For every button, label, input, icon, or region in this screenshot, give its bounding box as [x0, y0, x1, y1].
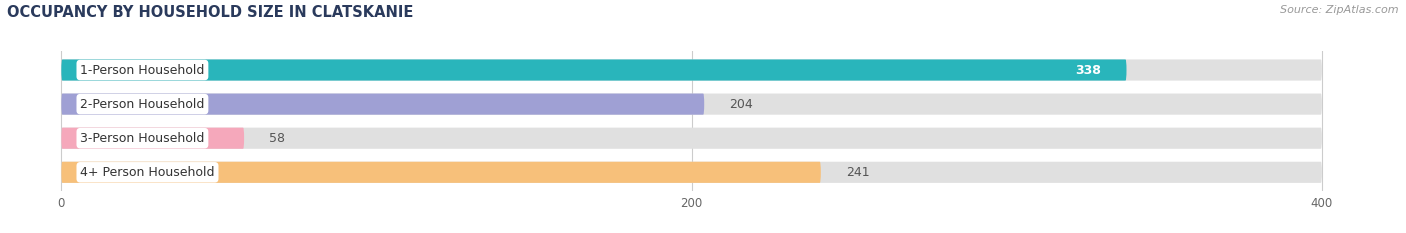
Text: OCCUPANCY BY HOUSEHOLD SIZE IN CLATSKANIE: OCCUPANCY BY HOUSEHOLD SIZE IN CLATSKANI… — [7, 5, 413, 20]
FancyBboxPatch shape — [62, 128, 245, 149]
Text: Source: ZipAtlas.com: Source: ZipAtlas.com — [1281, 5, 1399, 15]
Text: 204: 204 — [730, 98, 754, 111]
Text: 1-Person Household: 1-Person Household — [80, 64, 205, 76]
FancyBboxPatch shape — [62, 128, 1322, 149]
FancyBboxPatch shape — [62, 59, 1126, 81]
FancyBboxPatch shape — [62, 162, 1322, 183]
Text: 2-Person Household: 2-Person Household — [80, 98, 205, 111]
FancyBboxPatch shape — [62, 59, 1322, 81]
Text: 338: 338 — [1076, 64, 1101, 76]
FancyBboxPatch shape — [62, 93, 1322, 115]
FancyBboxPatch shape — [62, 162, 821, 183]
Text: 4+ Person Household: 4+ Person Household — [80, 166, 215, 179]
Text: 58: 58 — [270, 132, 285, 145]
Text: 3-Person Household: 3-Person Household — [80, 132, 205, 145]
Text: 241: 241 — [846, 166, 870, 179]
FancyBboxPatch shape — [62, 93, 704, 115]
